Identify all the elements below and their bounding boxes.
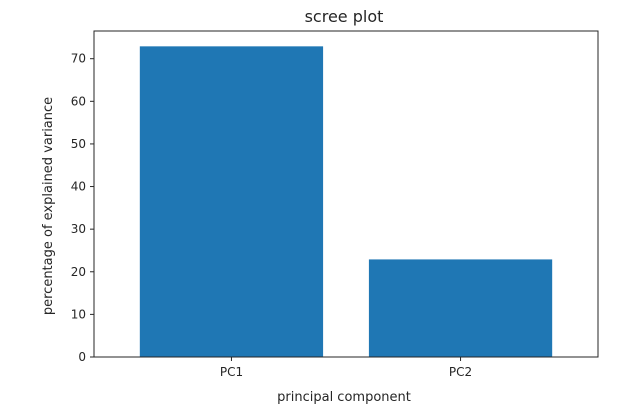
x-axis-label: principal component [277, 390, 411, 405]
y-axis: 0 10 20 30 40 50 60 70 [71, 52, 94, 364]
x-tick-label-pc2: PC2 [449, 365, 472, 379]
bar-pc1 [139, 46, 324, 357]
y-tick-label-20: 20 [71, 265, 86, 279]
bars-layer [139, 46, 553, 357]
y-tick-label-70: 70 [71, 52, 86, 66]
y-tick-label-50: 50 [71, 137, 86, 151]
bar-pc2 [368, 259, 553, 357]
y-tick-label-60: 60 [71, 94, 86, 108]
y-tick-label-40: 40 [71, 180, 86, 194]
plot-frame [93, 30, 599, 358]
y-tick-label-30: 30 [71, 222, 86, 236]
y-tick-label-10: 10 [71, 307, 86, 321]
x-tick-label-pc1: PC1 [220, 365, 243, 379]
x-axis: PC1 PC2 [220, 357, 472, 379]
chart-title: scree plot [305, 7, 384, 26]
y-axis-label: percentage of explained variance [41, 97, 56, 315]
y-tick-label-0: 0 [78, 350, 86, 364]
